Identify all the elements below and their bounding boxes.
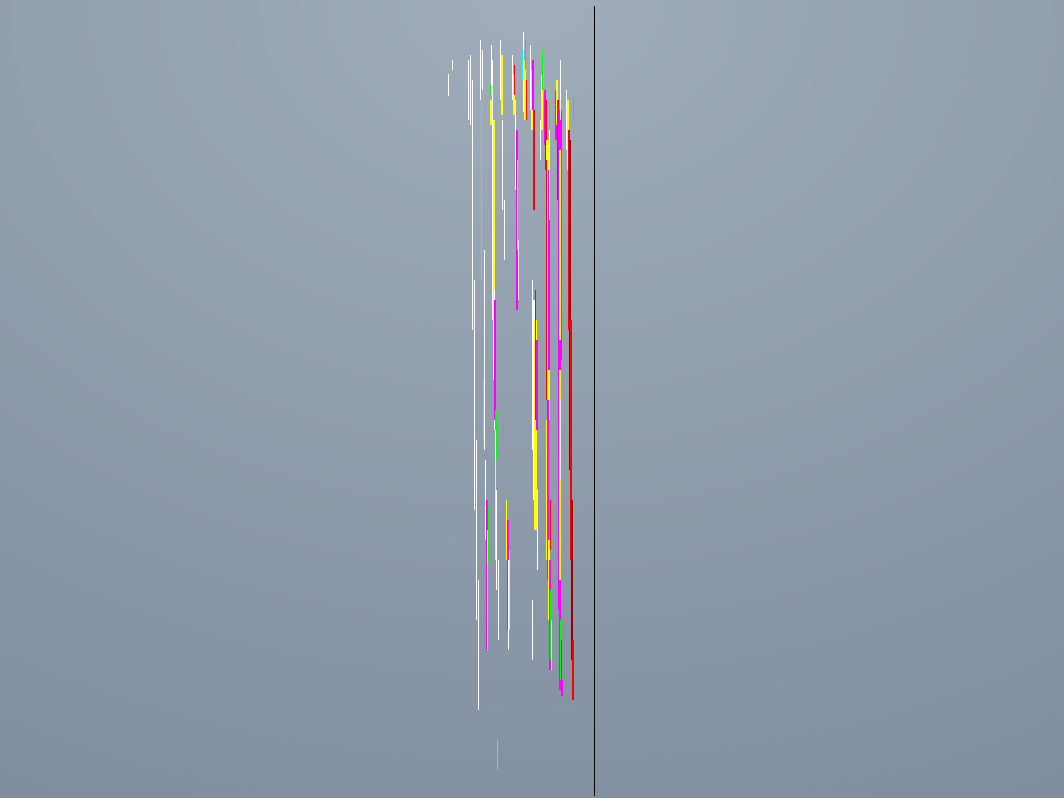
edge-stroke [518, 240, 519, 300]
edge-stroke [561, 640, 562, 680]
edge-stroke [496, 490, 497, 590]
edge-stroke [560, 400, 561, 480]
edge-stroke [537, 490, 538, 570]
edge-stroke [573, 98, 574, 118]
vertical-axis-line [594, 6, 595, 796]
edge-stroke [525, 40, 526, 70]
edge-stroke [533, 110, 535, 210]
edge-stroke [474, 280, 475, 510]
edge-stroke [480, 40, 481, 100]
edge-stroke [559, 150, 561, 340]
edge-stroke [478, 580, 479, 710]
edge-stroke [561, 680, 563, 696]
edge-stroke [472, 80, 473, 330]
edge-stroke [502, 120, 503, 210]
edge-stroke [517, 160, 518, 250]
cad-viewport[interactable] [0, 0, 1064, 798]
edge-stroke [468, 60, 469, 120]
edge-stroke [551, 620, 552, 670]
edge-stroke [497, 740, 498, 770]
edge-stroke [481, 100, 482, 280]
edge-stroke [498, 560, 499, 640]
edge-stroke [482, 50, 483, 90]
edge-stroke [503, 420, 504, 440]
edge-stroke [536, 340, 538, 430]
edge-stroke [504, 200, 505, 260]
edge-stroke [470, 55, 471, 125]
edge-stroke [532, 60, 534, 110]
edge-stroke [448, 74, 449, 96]
edge-stroke [526, 80, 527, 120]
edge-stroke [452, 60, 453, 70]
edge-stroke [494, 300, 496, 420]
edge-stroke [532, 600, 533, 660]
edge-stroke [501, 55, 503, 115]
edge-stroke [572, 640, 574, 700]
edge-stroke [571, 660, 572, 682]
edge-stroke [549, 130, 550, 220]
edge-stroke [476, 440, 477, 620]
edge-stroke [560, 60, 561, 120]
edge-stroke [488, 505, 489, 565]
edge-stroke [550, 500, 551, 550]
edge-stroke [484, 250, 485, 450]
edge-stroke [509, 550, 510, 630]
edge-stroke [514, 65, 515, 95]
